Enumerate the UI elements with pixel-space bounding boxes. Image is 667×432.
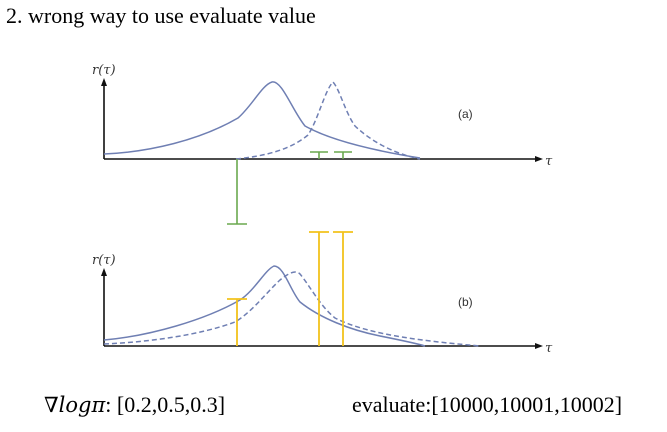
evaluate-values: evaluate:[10000,10001,10002]: [352, 392, 623, 417]
panel-a-y-axis-label: r(τ): [92, 63, 116, 78]
panel-b-x-axis-arrow: [535, 343, 543, 349]
panel-b-solid-distribution-curve: [103, 265, 426, 347]
panel-b-yellow-bar-2: [309, 231, 329, 346]
panel-a-x-axis-label: τ: [545, 154, 553, 169]
panel-a-green-bar-1: [227, 159, 247, 225]
panel-a-dashed-distribution-curve: [235, 80, 421, 160]
panel-a-green-bar-3: [334, 151, 352, 159]
grad-log-pi-values: : [0.2,0.5,0.3]: [105, 392, 226, 417]
panel-a-label: (a): [458, 107, 473, 121]
panel-a-green-bar-2: [310, 151, 328, 159]
panel-b-label: (b): [458, 295, 473, 309]
grad-log-pi-symbol: ∇logπ: [44, 393, 106, 417]
panel-b-y-axis-arrow: [101, 268, 107, 276]
slide-title: 2. wrong way to use evaluate value: [6, 3, 316, 28]
panel-b-yellow-bar-1: [227, 298, 247, 346]
panel-b-dashed-distribution-curve: [103, 271, 481, 347]
panel-a-x-axis-arrow: [535, 156, 543, 162]
gradient-log-prob-values: ∇logπ: [0.2,0.5,0.3]: [44, 392, 225, 418]
panel-b-y-axis-label: r(τ): [92, 253, 116, 268]
panel-a-solid-distribution-curve: [103, 81, 421, 159]
panel-b-x-axis-label: τ: [545, 341, 553, 356]
panel-b: r(τ) τ (b): [92, 231, 553, 356]
panel-b-yellow-bar-3: [333, 231, 353, 346]
panel-a: r(τ) τ (a): [92, 63, 553, 225]
panel-a-y-axis-arrow: [101, 78, 107, 86]
